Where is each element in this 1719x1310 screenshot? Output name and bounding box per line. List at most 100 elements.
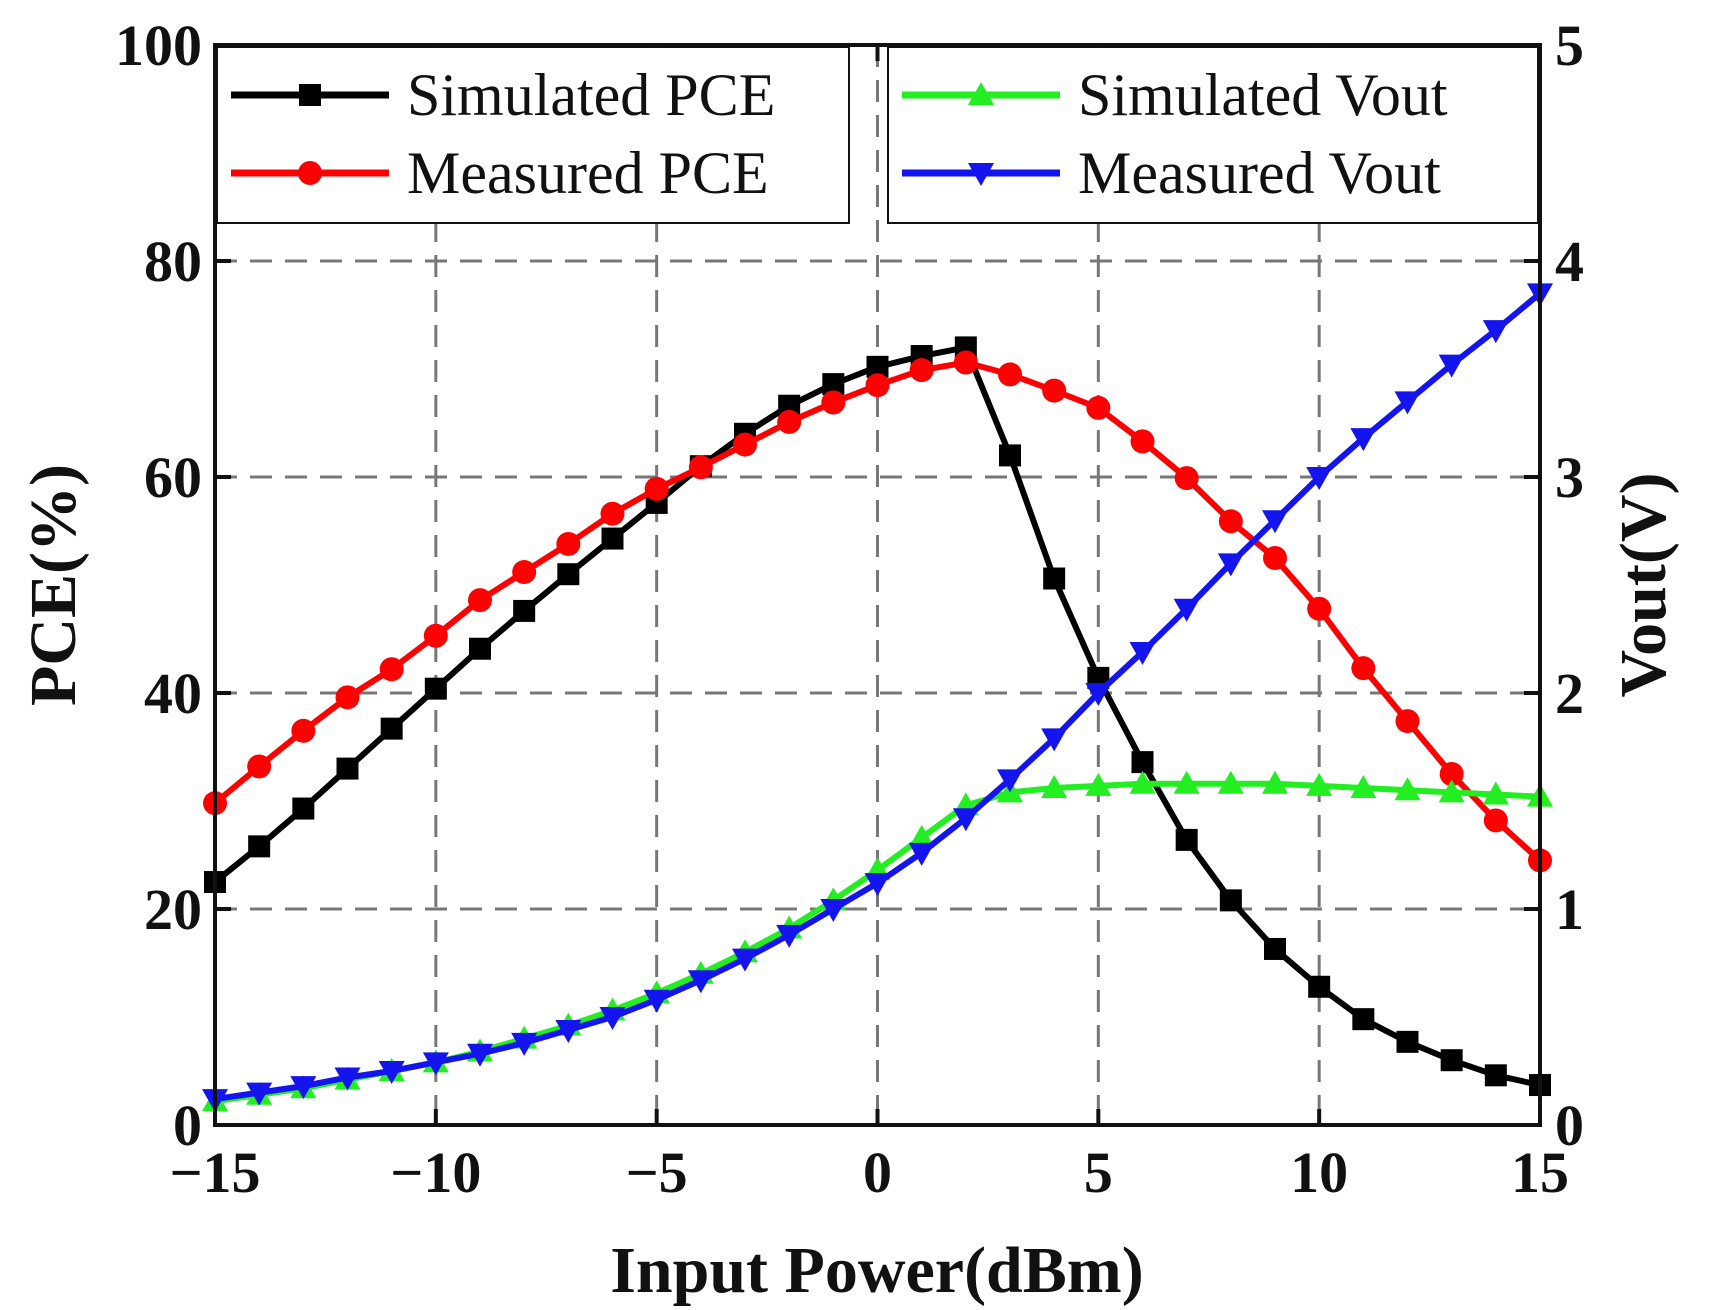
triangle-down-marker [422,1052,449,1076]
circle-marker [556,531,581,556]
y-tick-label: 80 [144,229,202,294]
series-measured-pce [203,350,1552,873]
triangle-down-marker [246,1082,273,1106]
y-tick-label: 40 [144,661,202,726]
triangle-down-marker [1482,320,1509,344]
circle-marker [953,350,978,375]
legend-item: Measured Vout [902,140,1441,206]
circle-marker [1263,546,1287,570]
circle-marker [1130,429,1155,454]
legend-item: Measured PCE [231,140,769,206]
x-tick-label: 10 [1290,1140,1348,1205]
legend-item: Simulated Vout [902,62,1448,128]
square-marker [1175,828,1198,851]
square-marker [601,527,624,550]
triangle-down-marker [687,970,714,994]
triangle-up-marker [1041,775,1068,799]
triangle-down-marker [732,948,758,972]
x-tick-label: 0 [863,1140,892,1205]
square-marker [778,394,801,417]
square-marker [1264,937,1286,960]
y2-tick-label: 1 [1555,877,1584,942]
legend-item: Simulated PCE [231,62,775,128]
square-marker [1043,567,1066,590]
legend: Simulated PCE Measured PCE Simulated Vout M… [216,46,1539,224]
square-marker [1352,1008,1375,1031]
legend-label: Simulated PCE [407,62,775,128]
circle-marker [1351,656,1376,681]
triangle-down-marker [776,924,803,948]
y2-axis-title: Vout(V) [1607,473,1680,698]
triangle-down-marker [511,1032,538,1056]
legend-right: Simulated Vout Measured Vout [887,46,1539,224]
circle-marker [1483,808,1508,833]
legend-label: Measured Vout [1078,140,1441,206]
triangle-down-marker [1129,641,1156,665]
triangle-up-marker [1394,777,1421,801]
circle-marker [777,409,802,434]
y2-tick-label: 3 [1555,445,1584,510]
circle-marker [1174,466,1199,491]
square-marker [469,637,491,660]
x-tick-label: 15 [1511,1140,1569,1205]
x-tick-label: −5 [626,1140,688,1205]
legend-label: Simulated Vout [1078,62,1448,128]
triangle-down-marker [1217,553,1244,577]
series-measured-vout [202,283,1553,1113]
y-tick-label: 100 [115,13,202,78]
triangle-down-marker [1438,354,1465,378]
triangle-down-marker [952,808,979,832]
triangle-up-marker [1306,772,1333,796]
circle-marker [298,161,322,185]
triangle-up-marker [1173,770,1200,794]
circle-marker [1439,762,1464,786]
legend-left: Simulated PCE Measured PCE [216,46,850,224]
y2-tick-label: 5 [1555,13,1584,78]
circle-marker [600,501,625,526]
x-tick-label: −15 [169,1140,260,1205]
triangle-down-marker [643,989,670,1013]
x-tick-label: −10 [390,1140,481,1205]
y2-tick-label: 4 [1555,229,1584,294]
series-layer [202,283,1553,1113]
circle-marker [423,623,448,648]
triangle-down-marker [997,769,1023,793]
circle-marker [1086,395,1111,420]
circle-marker [1218,509,1243,534]
triangle-down-marker [908,842,935,866]
square-marker [557,563,580,586]
y-tick-label: 60 [144,445,202,510]
triangle-down-marker [378,1061,405,1084]
triangle-down-marker [1394,391,1421,415]
x-tick-label: 5 [1084,1140,1113,1205]
circle-marker [998,362,1022,387]
y-tick-label: 20 [144,877,202,942]
triangle-down-marker [1085,683,1112,706]
y2-tick-label: 0 [1555,1093,1584,1158]
triangle-down-marker [820,899,847,922]
triangle-down-marker [864,873,891,897]
square-marker [866,355,889,378]
series-simulated-pce [204,336,1551,1097]
triangle-up-marker [1482,781,1509,805]
x-axis-title: Input Power(dBm) [610,1234,1144,1307]
square-marker [380,717,403,740]
square-marker [1484,1064,1507,1087]
square-marker [292,797,315,820]
circle-marker [335,685,360,710]
triangle-down-marker [968,163,994,186]
circle-marker [1042,378,1067,403]
triangle-up-marker [1129,770,1156,794]
triangle-down-marker [1041,728,1068,752]
triangle-up-marker [1350,775,1377,799]
circle-marker [1395,709,1420,734]
circle-marker [468,588,492,613]
circle-marker [512,560,537,585]
triangle-up-marker [908,824,935,848]
triangle-down-marker [290,1076,317,1100]
triangle-down-marker [555,1019,582,1043]
triangle-up-marker [1085,772,1112,796]
circle-marker [909,358,934,383]
